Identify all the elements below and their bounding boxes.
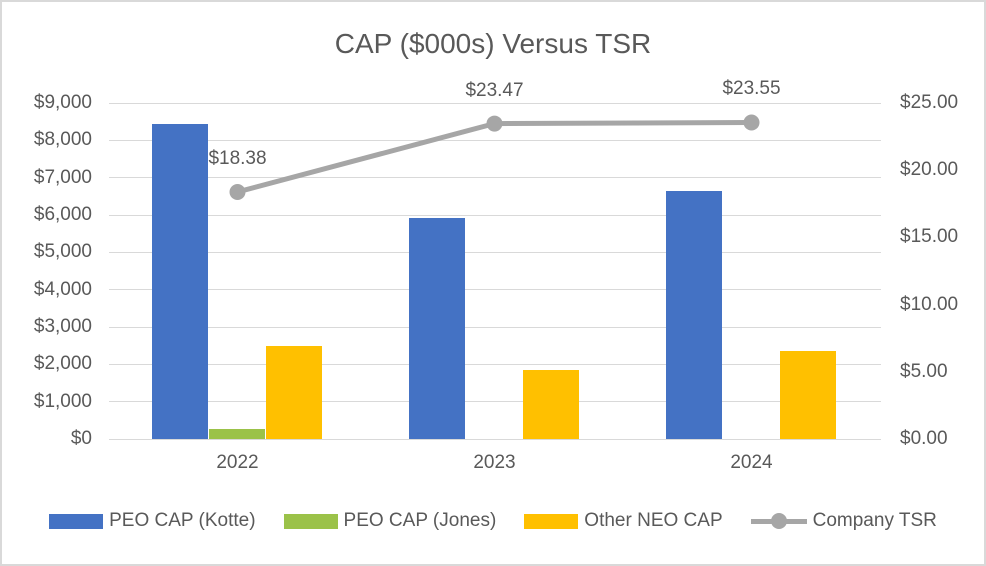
legend-label-other-neo-cap: Other NEO CAP [584, 510, 723, 531]
legend-item-other-neo-cap: Other NEO CAP [524, 510, 723, 532]
left-axis-tick-2000: $2,000 [33, 353, 92, 375]
gridline-8000 [109, 139, 881, 141]
legend: PEO CAP (Kotte) PEO CAP (Jones) Other NEO … [2, 510, 984, 532]
left-axis-tick-6000: $6,000 [33, 204, 92, 225]
gridline-1000 [109, 401, 881, 403]
right-axis-tick-10: $10.00 [900, 293, 959, 315]
chart-title: CAP ($000s) Versus TSR [334, 28, 652, 59]
gridline-9000 [109, 102, 881, 104]
legend-item-company-tsr: Company TSR [750, 510, 937, 532]
category-label-2022: 2022 [216, 452, 259, 473]
legend-label-peo-cap-kotte: PEO CAP (Kotte) [109, 510, 256, 531]
left-axis-tick-8000: $8,000 [33, 129, 92, 151]
legend-label-peo-cap-jones: PEO CAP (Jones) [343, 510, 497, 531]
category-label-2024: 2024 [730, 452, 773, 473]
gridline-2000 [109, 363, 881, 365]
right-axis-tick-0: $0.00 [900, 428, 948, 449]
right-axis-tick-25: $25.00 [900, 92, 959, 113]
right-axis-tick-5: $5.00 [900, 360, 948, 382]
right-axis-tick-20: $20.00 [900, 159, 959, 181]
left-axis-tick-1000: $1,000 [33, 390, 92, 412]
bar-other-neo-cap-2023 [523, 369, 579, 439]
gridline-4000 [109, 289, 881, 291]
legend-swatch-other-neo-cap-icon [524, 513, 579, 529]
tsr-marker-2022 [229, 183, 246, 200]
gridline-7000 [109, 177, 881, 179]
tsr-marker-2024 [743, 114, 760, 131]
gridline-0 [109, 438, 881, 440]
left-axis-tick-9000: $9,000 [33, 92, 92, 113]
gridline-3000 [109, 326, 881, 328]
gridline-5000 [109, 251, 881, 253]
tsr-data-label-2023: $23.47 [465, 79, 524, 101]
legend-label-company-tsr: Company TSR [812, 510, 937, 531]
tsr-data-label-2024: $23.55 [722, 78, 781, 100]
right-axis-tick-15: $15.00 [900, 226, 959, 248]
bar-peo-cap-jones-2022 [209, 428, 265, 439]
legend-item-peo-cap-jones: PEO CAP (Jones) [283, 510, 497, 532]
left-axis-tick-5000: $5,000 [33, 241, 92, 263]
bar-peo-cap-kotte-2024 [666, 191, 722, 439]
legend-item-peo-cap-kotte: PEO CAP (Kotte) [49, 510, 256, 532]
left-axis-tick-3000: $3,000 [33, 316, 92, 337]
bar-peo-cap-kotte-2023 [409, 217, 465, 439]
tsr-marker-2023 [486, 115, 503, 132]
legend-swatch-peo-cap-jones-icon [283, 513, 338, 529]
legend-swatch-peo-cap-kotte-icon [49, 513, 104, 529]
left-axis-tick-7000: $7,000 [33, 166, 92, 188]
bar-peo-cap-kotte-2022 [152, 123, 208, 439]
bar-other-neo-cap-2024 [780, 350, 836, 439]
tsr-data-label-2022: $18.38 [208, 147, 267, 169]
category-label-2023: 2023 [473, 452, 516, 473]
left-axis-tick-4000: $4,000 [33, 278, 92, 300]
bar-other-neo-cap-2022 [266, 345, 322, 439]
left-axis-tick-0: $0 [70, 428, 92, 449]
legend-line-marker-icon [750, 513, 807, 529]
gridline-6000 [109, 214, 881, 216]
